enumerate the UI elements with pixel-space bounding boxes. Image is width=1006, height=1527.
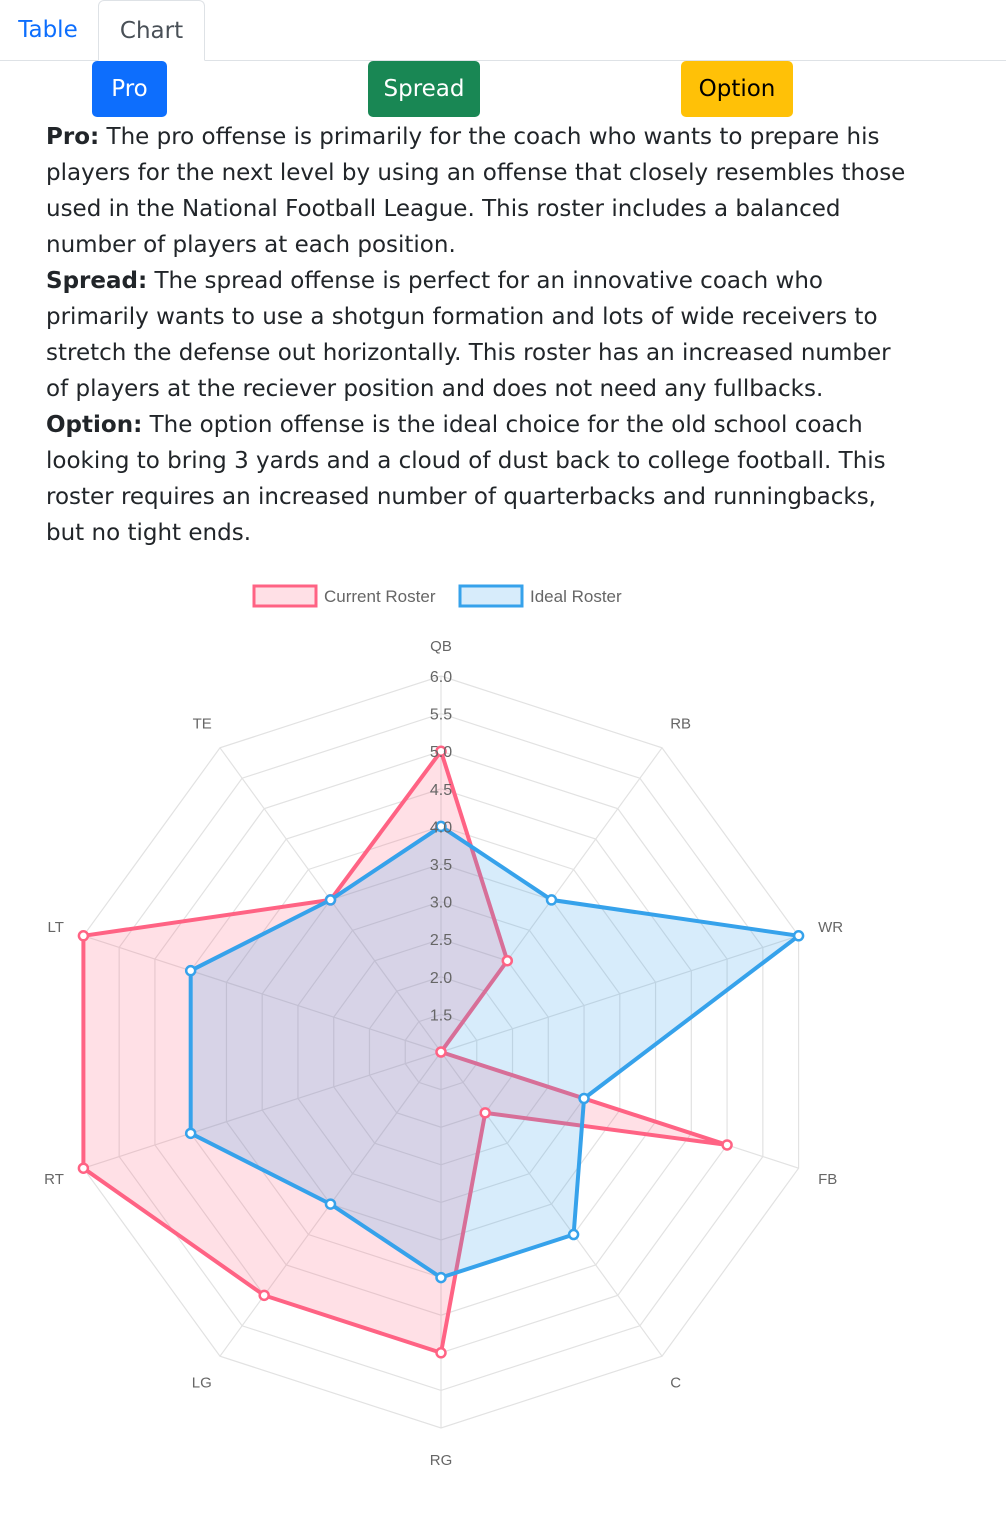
radar-data-point[interactable] [545, 894, 558, 906]
spread-description: Spread: The spread offense is perfect fo… [46, 263, 906, 407]
radar-data-point[interactable] [435, 820, 447, 833]
radar-axis-label: RT [44, 1171, 64, 1188]
radar-spoke [83, 935, 442, 1053]
radar-spoke [440, 1051, 663, 1357]
radar-data-point[interactable] [479, 1107, 491, 1119]
option-description: Option: The option offense is the ideal … [46, 407, 906, 551]
radar-axis-label: FB [818, 1171, 837, 1188]
radar-data-point[interactable] [77, 1162, 90, 1174]
spread-text: The spread offense is perfect for an inn… [46, 268, 891, 402]
radar-chart: 1.5 2.0 2.5 3.0 3.5 4.0 4.5 5.0 5.5 6.0 QB RB WR FB C… [44, 584, 843, 1469]
radar-data-point[interactable] [792, 930, 805, 942]
pro-text: The pro offense is primarily for the coa… [46, 124, 906, 258]
radar-data-point[interactable] [721, 1139, 733, 1151]
radar-data-point[interactable] [567, 1228, 580, 1241]
radar-axis-label: RG [430, 1452, 453, 1469]
radar-axis-labels: QB RB WR FB C RG LG RT LT TE [44, 638, 843, 1469]
option-text: The option offense is the ideal choice f… [46, 412, 886, 546]
legend-label-ideal-roster[interactable]: Ideal Roster [530, 587, 622, 606]
radar-data-point[interactable] [435, 745, 447, 757]
radar-axis-label: LT [48, 919, 64, 936]
legend-label-current-roster[interactable]: Current Roster [324, 587, 436, 606]
legend-swatch-ideal-roster[interactable] [458, 584, 524, 608]
chart-legend: Current Roster Ideal Roster [252, 584, 622, 608]
option-button[interactable]: Option [681, 61, 793, 117]
radar-tick-label: 1.5 [430, 1007, 452, 1024]
pro-term: Pro: [46, 124, 100, 150]
tab-table[interactable]: Table [18, 17, 78, 43]
radar-tick-label: 2.5 [430, 932, 452, 949]
radar-tick-label: 5.5 [430, 707, 452, 724]
radar-series [77, 745, 805, 1359]
radar-data-point[interactable] [435, 1347, 447, 1359]
radar-data-point[interactable] [501, 954, 514, 967]
radar-tick-label: 6.0 [430, 669, 452, 686]
radar-spoke [83, 1051, 442, 1169]
radar-data-point[interactable] [435, 1046, 447, 1058]
pro-button[interactable]: Pro [92, 61, 167, 117]
legend-swatch-current-roster[interactable] [252, 584, 318, 608]
radar-axis-label: C [670, 1374, 681, 1391]
spread-button[interactable]: Spread [368, 61, 480, 117]
radar-spoke [440, 935, 799, 1053]
radar-tick-label: 5.0 [430, 744, 452, 761]
radar-axis-label: WR [818, 919, 843, 936]
radar-tick-label: 2.0 [430, 970, 452, 987]
spread-term: Spread: [46, 268, 148, 294]
radar-tick-label: 4.0 [430, 819, 452, 836]
radar-axis-label: LG [192, 1374, 212, 1391]
radar-tick-label: 4.5 [430, 782, 452, 799]
tab-chart[interactable]: Chart [98, 0, 205, 61]
radar-ticks: 1.5 2.0 2.5 3.0 3.5 4.0 4.5 5.0 5.5 6.0 [430, 669, 452, 1024]
radar-data-point[interactable] [184, 1127, 197, 1140]
option-term: Option: [46, 412, 143, 438]
radar-data-point[interactable] [578, 1092, 590, 1105]
radar-data-point[interactable] [324, 1198, 337, 1210]
offense-descriptions: Pro: The pro offense is primarily for th… [46, 119, 906, 551]
radar-axis-label: TE [193, 716, 212, 733]
pro-description: Pro: The pro offense is primarily for th… [46, 119, 906, 263]
radar-data-point[interactable] [258, 1289, 270, 1302]
radar-data-point[interactable] [77, 930, 90, 942]
radar-axis-label: RB [670, 716, 691, 733]
radar-data-point[interactable] [324, 894, 337, 906]
radar-axis-label: QB [430, 638, 452, 655]
radar-data-point[interactable] [184, 964, 197, 977]
radar-tick-label: 3.5 [430, 857, 452, 874]
radar-data-point[interactable] [435, 1271, 447, 1284]
radar-tick-label: 3.0 [430, 895, 452, 912]
tab-bar: Table Chart [0, 0, 1006, 61]
